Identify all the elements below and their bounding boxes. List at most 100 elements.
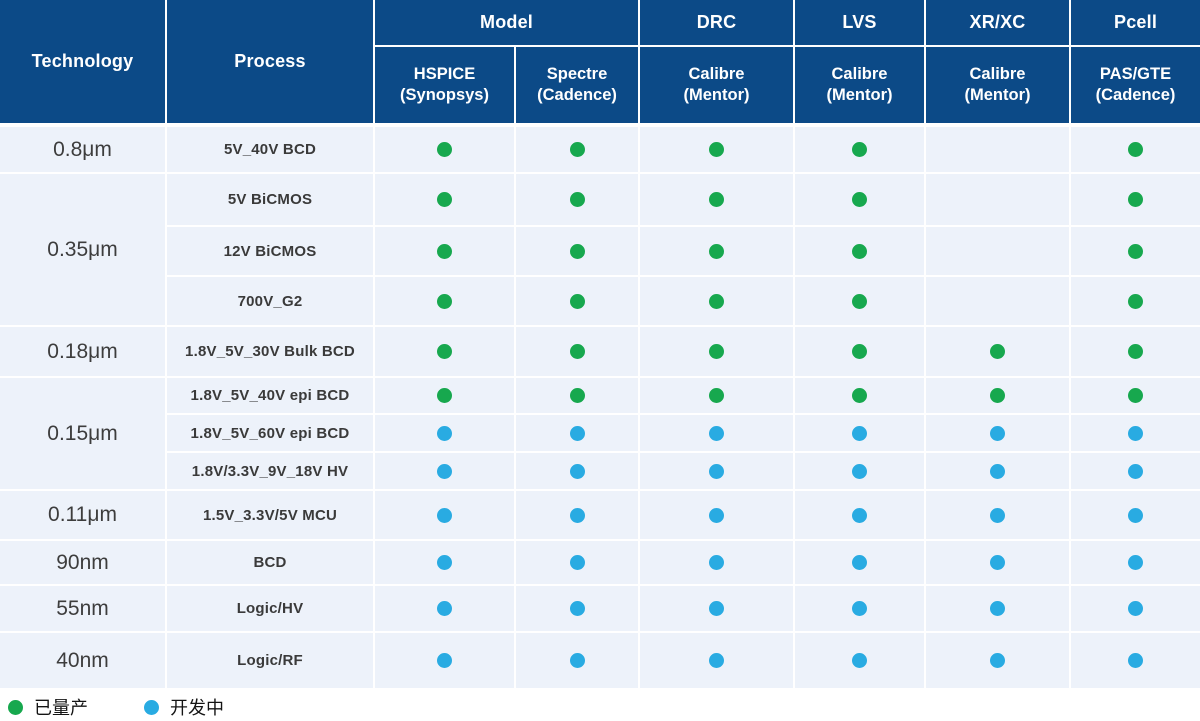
status-cell xyxy=(926,633,1069,688)
status-cell xyxy=(516,415,638,451)
status-dot-mass-production xyxy=(1128,293,1143,309)
status-dot-in-development xyxy=(852,653,867,668)
status-cell xyxy=(795,491,924,539)
status-dot-mass-production xyxy=(709,293,724,309)
technology-cell: 0.18μm xyxy=(0,327,165,376)
status-dot-in-development xyxy=(990,653,1005,668)
technology-cell: 40nm xyxy=(0,633,165,688)
status-dot-mass-production xyxy=(569,388,585,403)
status-cell xyxy=(1071,453,1200,489)
legend-item-in-development: 开发中 xyxy=(144,694,224,720)
status-cell xyxy=(1071,633,1200,688)
process-cell: 700V_G2 xyxy=(167,277,373,325)
status-cell xyxy=(375,586,514,631)
status-dot-in-development xyxy=(437,653,452,668)
technology-cell: 0.8μm xyxy=(0,127,165,172)
status-cell xyxy=(926,586,1069,631)
status-dot-mass-production xyxy=(1128,243,1143,259)
legend-label-mass-production: 已量产 xyxy=(34,698,88,718)
status-dot-in-development xyxy=(569,555,585,570)
status-cell xyxy=(795,327,924,376)
status-dot-mass-production xyxy=(569,142,585,157)
status-dot-mass-production xyxy=(1128,388,1143,403)
status-cell xyxy=(795,541,924,584)
status-cell xyxy=(1071,327,1200,376)
status-cell xyxy=(516,277,638,325)
status-cell xyxy=(640,491,793,539)
status-cell xyxy=(516,491,638,539)
technology-cell: 0.15μm xyxy=(0,378,165,489)
status-cell xyxy=(375,378,514,413)
header-process: Process xyxy=(167,0,373,123)
status-dot-mass-production xyxy=(1128,192,1143,207)
status-dot-in-development xyxy=(437,425,452,441)
status-cell xyxy=(926,453,1069,489)
status-cell xyxy=(795,127,924,172)
status-cell xyxy=(795,586,924,631)
status-cell xyxy=(795,378,924,413)
status-cell xyxy=(375,174,514,225)
status-cell xyxy=(640,227,793,275)
status-dot-in-development xyxy=(569,463,585,479)
status-cell xyxy=(795,277,924,325)
process-cell: 1.5V_3.3V/5V MCU xyxy=(167,491,373,539)
process-cell: 1.8V/3.3V_9V_18V HV xyxy=(167,453,373,489)
status-dot-in-development xyxy=(1128,463,1143,479)
status-dot-in-development xyxy=(709,507,724,523)
table-body: 0.8μm 5V_40V BCD 0.35μm 5V BiCMOS 12V BiCMOS… xyxy=(0,127,1200,688)
status-cell xyxy=(640,174,793,225)
status-cell xyxy=(1071,415,1200,451)
status-dot-mass-production xyxy=(437,293,452,309)
status-cell xyxy=(1071,277,1200,325)
header-technology: Technology xyxy=(0,0,165,123)
status-cell xyxy=(375,541,514,584)
status-cell xyxy=(516,327,638,376)
status-dot-mass-production xyxy=(852,344,867,359)
status-dot-mass-production xyxy=(852,388,867,403)
status-dot-in-development xyxy=(990,463,1005,479)
status-dot-in-development xyxy=(1128,425,1143,441)
status-cell xyxy=(516,633,638,688)
status-cell xyxy=(926,378,1069,413)
status-dot-in-development xyxy=(437,601,452,616)
status-dot-in-development xyxy=(852,555,867,570)
status-cell xyxy=(926,127,1069,172)
status-cell xyxy=(640,586,793,631)
status-dot-mass-production xyxy=(437,388,452,403)
status-cell xyxy=(640,541,793,584)
status-cell xyxy=(640,327,793,376)
status-dot-in-development xyxy=(852,601,867,616)
status-dot-in-development xyxy=(990,601,1005,616)
status-dot-mass-production xyxy=(990,388,1005,403)
status-cell xyxy=(375,327,514,376)
table-header: Technology Process Model DRC LVS XR/XC P… xyxy=(0,0,1200,123)
status-cell xyxy=(375,415,514,451)
header-tool-calibre-lvs: Calibre (Mentor) xyxy=(795,47,924,123)
status-dot-mass-production xyxy=(437,142,452,157)
status-dot-in-development xyxy=(569,601,585,616)
status-cell xyxy=(795,227,924,275)
status-dot-mass-production xyxy=(709,192,724,207)
status-dot-mass-production xyxy=(852,192,867,207)
process-cell: 1.8V_5V_30V Bulk BCD xyxy=(167,327,373,376)
process-cell: 12V BiCMOS xyxy=(167,227,373,275)
status-cell xyxy=(926,277,1069,325)
status-dot-mass-production xyxy=(852,142,867,157)
status-cell xyxy=(926,227,1069,275)
status-cell xyxy=(375,127,514,172)
process-cell: Logic/RF xyxy=(167,633,373,688)
legend: 已量产 开发中 xyxy=(0,694,1200,720)
status-dot-in-development xyxy=(852,463,867,479)
status-dot-in-development xyxy=(709,555,724,570)
technology-cell: 55nm xyxy=(0,586,165,631)
in-development-dot-icon xyxy=(144,699,159,715)
status-cell xyxy=(640,633,793,688)
status-dot-in-development xyxy=(569,507,585,523)
status-cell xyxy=(375,633,514,688)
technology-cell: 90nm xyxy=(0,541,165,584)
status-cell xyxy=(375,453,514,489)
status-cell xyxy=(516,227,638,275)
status-cell xyxy=(1071,378,1200,413)
status-dot-in-development xyxy=(437,555,452,570)
